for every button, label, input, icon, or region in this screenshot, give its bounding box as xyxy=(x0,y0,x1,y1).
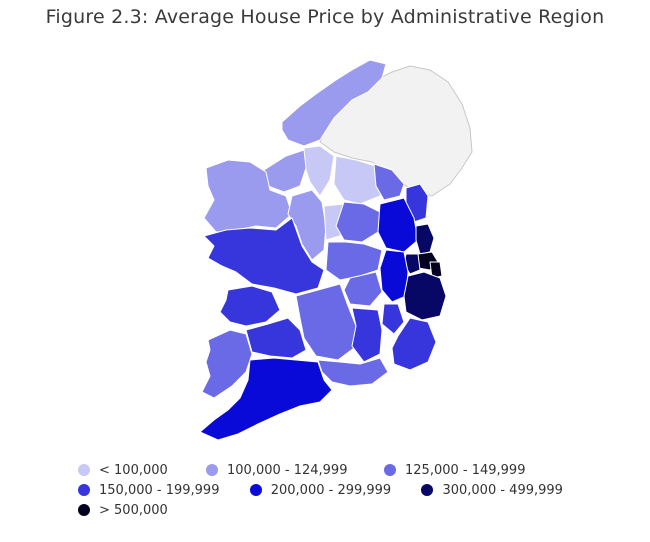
region-wicklow xyxy=(403,271,447,321)
region-limerick xyxy=(245,317,307,359)
region-waterford xyxy=(317,357,389,387)
legend-item[interactable]: 125,000 - 149,999 xyxy=(384,463,559,478)
region-galway xyxy=(203,217,325,295)
figure-title: Figure 2.3: Average House Price by Admin… xyxy=(45,6,605,28)
region-westmeath xyxy=(335,201,381,243)
legend-label: 100,000 - 124,999 xyxy=(227,462,348,478)
legend-row: 150,000 - 199,999 200,000 - 299,999 300,… xyxy=(78,480,598,500)
legend-label: > 500,000 xyxy=(99,502,168,518)
legend-item[interactable]: 200,000 - 299,999 xyxy=(249,482,414,498)
legend-swatch xyxy=(206,464,218,476)
region-wexford xyxy=(391,317,437,371)
region-kilkenny xyxy=(351,307,383,363)
legend-label: < 100,000 xyxy=(99,462,168,478)
region-clare xyxy=(219,285,281,327)
region-leitrim xyxy=(303,145,335,197)
legend-label: 300,000 - 499,999 xyxy=(442,482,563,498)
ireland-choropleth-map xyxy=(199,59,473,441)
region-meath xyxy=(377,197,419,253)
legend-row: > 500,000 xyxy=(78,500,598,520)
region-mayo xyxy=(203,159,293,233)
region-carlow xyxy=(381,303,405,335)
region-monaghan xyxy=(373,163,405,201)
legend-item[interactable]: > 500,000 xyxy=(78,503,198,518)
legend-swatch xyxy=(421,484,434,496)
legend-item[interactable]: < 100,000 xyxy=(78,463,198,478)
legend-item[interactable]: 150,000 - 199,999 xyxy=(78,483,242,498)
region-offaly xyxy=(325,241,383,281)
legend-swatch xyxy=(78,464,90,476)
legend-swatch xyxy=(78,504,90,516)
legend-swatch xyxy=(78,484,90,496)
region-fingal xyxy=(415,223,435,255)
legend-swatch xyxy=(384,464,396,476)
region-laois xyxy=(343,271,383,307)
region-dun-laoghaire xyxy=(429,261,443,279)
region-kerry xyxy=(201,329,253,399)
legend-row: < 100,000 100,000 - 124,999 125,000 - 14… xyxy=(78,460,598,480)
legend-swatch xyxy=(249,484,262,496)
legend-label: 200,000 - 299,999 xyxy=(270,482,392,498)
map-legend: < 100,000 100,000 - 124,999 125,000 - 14… xyxy=(78,460,598,520)
region-sligo xyxy=(263,149,307,193)
region-cork xyxy=(199,357,333,441)
legend-item[interactable]: 300,000 - 499,999 xyxy=(421,483,590,498)
region-donegal xyxy=(281,59,387,147)
legend-item[interactable]: 100,000 - 124,999 xyxy=(206,463,376,478)
legend-label: 150,000 - 199,999 xyxy=(99,482,220,498)
legend-label: 125,000 - 149,999 xyxy=(405,462,526,478)
region-kildare xyxy=(379,249,409,303)
